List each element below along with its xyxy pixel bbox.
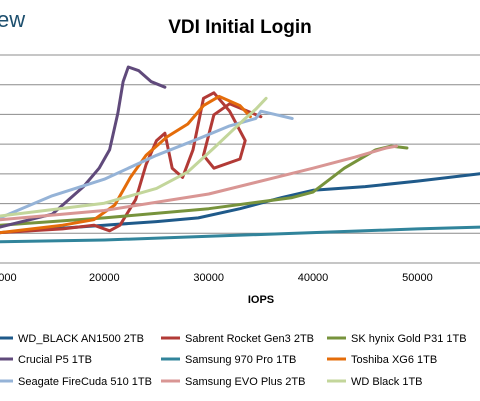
legend-label-8: WD Black 1TB [351,376,423,388]
legend-label-6: Seagate FireCuda 510 1TB [18,376,152,388]
series-line-5 [0,94,252,235]
legend-label-3: Crucial P5 1TB [18,354,92,366]
x-tick-label: 20000 [89,272,120,284]
legend-label-2: SK hynix Gold P31 1TB [351,333,467,345]
x-tick-label: 40000 [298,272,329,284]
legend: WD_BLACK AN1500 2TB Sabrent Rocket Gen3 2… [0,333,467,388]
legend-label-4: Samsung 970 Pro 1TB [185,354,296,366]
legend-label-5: Toshiba XG6 1TB [351,354,437,366]
series-line-4 [0,225,480,244]
legend-label-1: Sabrent Rocket Gen3 2TB [185,333,314,345]
series-line-3 [0,65,167,229]
x-tick-label-edge: 10000 [0,272,17,284]
series-line-6 [0,109,294,220]
x-tick-label: 50000 [402,272,433,284]
x-axis-label: IOPS [248,294,274,306]
plot-area [0,65,480,244]
series-line-8 [0,96,268,218]
series-line-1 [0,91,263,235]
legend-label-0: WD_BLACK AN1500 2TB [18,333,144,345]
legend-label-7: Samsung EVO Plus 2TB [185,376,305,388]
x-axis: 10000 20000 30000 40000 50000 [0,272,433,284]
brand-logo-text: ew [0,7,25,32]
series-line-7 [0,144,398,222]
x-tick-label: 30000 [193,272,224,284]
chart-title: VDI Initial Login [168,17,312,38]
